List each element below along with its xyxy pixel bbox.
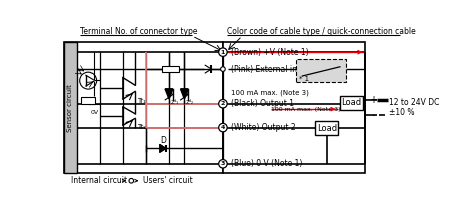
Polygon shape (180, 89, 188, 99)
Text: (Blue) 0 V (Note 1): (Blue) 0 V (Note 1) (230, 159, 302, 168)
Text: Color code of cable type / quick-connection cable: Color code of cable type / quick-connect… (227, 27, 415, 36)
Text: Terminal No. of connector type: Terminal No. of connector type (81, 27, 198, 36)
Circle shape (220, 67, 225, 71)
Polygon shape (165, 89, 173, 99)
Text: 12 to 24V DC
±10 %: 12 to 24V DC ±10 % (389, 98, 440, 117)
Text: D: D (160, 136, 166, 145)
Text: Zᵈ₁: Zᵈ₁ (171, 100, 179, 105)
Text: Load: Load (317, 124, 337, 133)
Text: Tr₂: Tr₂ (137, 124, 146, 130)
Bar (340, 96, 363, 110)
Polygon shape (160, 144, 166, 152)
Text: (White) Output 2: (White) Output 2 (230, 123, 295, 132)
Text: Zᵈ₂: Zᵈ₂ (186, 100, 194, 105)
Text: Internal circuit: Internal circuit (71, 176, 127, 185)
Text: (Pink) External input (Note 2): (Pink) External input (Note 2) (230, 65, 343, 73)
Bar (223, 42, 365, 173)
Circle shape (219, 48, 227, 56)
Text: 100 mA max. (Note 3): 100 mA max. (Note 3) (270, 107, 340, 112)
Text: 4: 4 (221, 125, 225, 130)
Bar (296, 59, 346, 82)
Text: * 1: * 1 (299, 76, 309, 82)
Circle shape (219, 160, 227, 168)
Circle shape (219, 100, 227, 108)
Bar (63, 42, 77, 173)
Text: Users' circuit: Users' circuit (143, 176, 193, 185)
Text: Tr₁: Tr₁ (137, 98, 145, 104)
Text: Load: Load (342, 98, 362, 108)
Bar (63, 42, 77, 173)
Bar (81, 97, 95, 104)
Text: 100 mA max. (Note 3): 100 mA max. (Note 3) (230, 90, 309, 96)
Bar (63, 42, 223, 173)
Bar (162, 66, 179, 72)
Bar (315, 121, 338, 135)
Text: -: - (371, 110, 375, 120)
Text: 3: 3 (221, 161, 225, 166)
Text: (Black) Output 1: (Black) Output 1 (230, 99, 293, 108)
Text: 2: 2 (221, 101, 225, 106)
Text: +: + (369, 95, 377, 105)
Text: 1: 1 (221, 50, 225, 55)
Text: Sensor circuit: Sensor circuit (68, 84, 73, 131)
Text: 0V: 0V (90, 110, 99, 115)
Text: (Brown) +V (Note 1): (Brown) +V (Note 1) (230, 48, 308, 57)
Circle shape (219, 123, 227, 132)
